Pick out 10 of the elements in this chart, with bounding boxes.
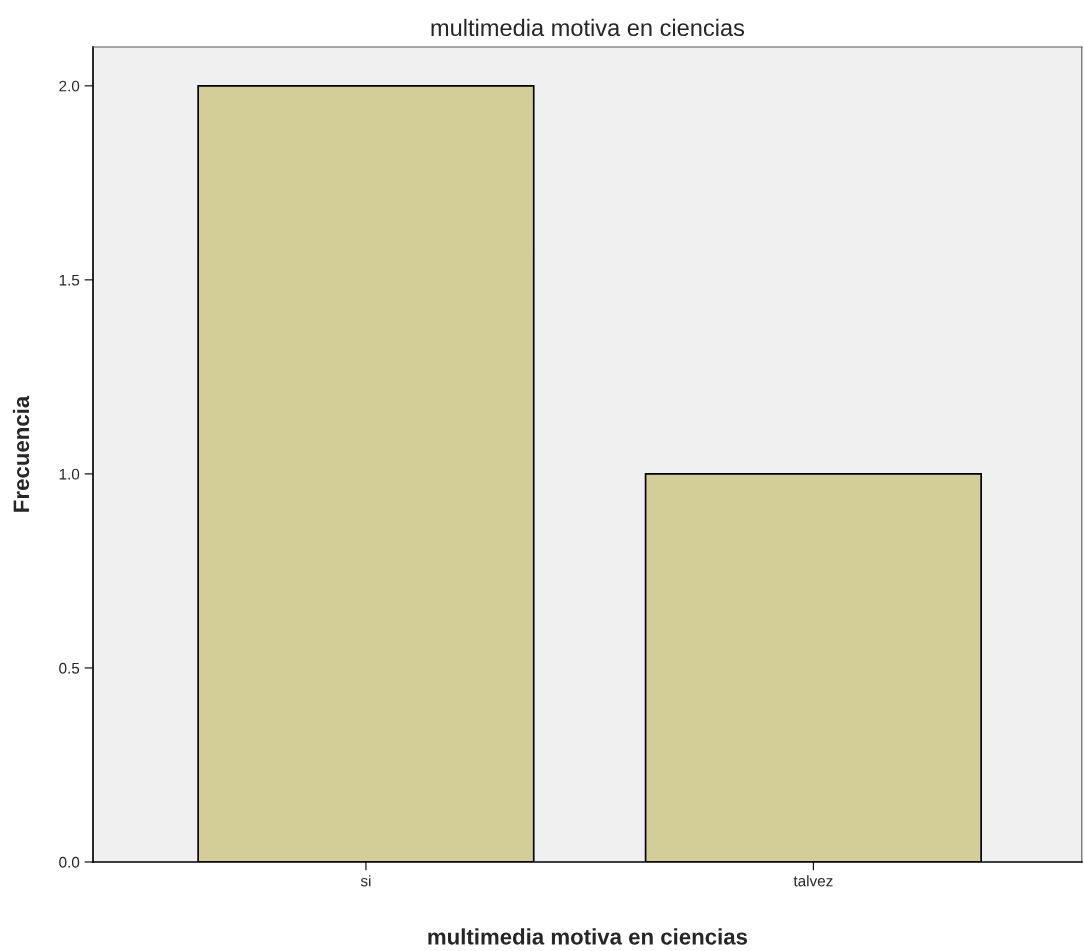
chart-title: multimedia motiva en ciencias <box>431 18 745 37</box>
y-axis-title: Frecuencia <box>12 395 30 512</box>
y-tick-label: 2.0 <box>59 80 80 92</box>
y-tick-label: 1.0 <box>59 468 80 480</box>
y-tick-label: 1.5 <box>59 274 80 286</box>
y-tick-label: 0.5 <box>59 662 80 674</box>
y-tick-label: 0.0 <box>59 856 80 868</box>
x-axis-title: multimedia motiva en ciencias <box>428 928 748 945</box>
x-tick-label: talvez <box>793 875 833 887</box>
x-tick-label: si <box>360 875 371 887</box>
